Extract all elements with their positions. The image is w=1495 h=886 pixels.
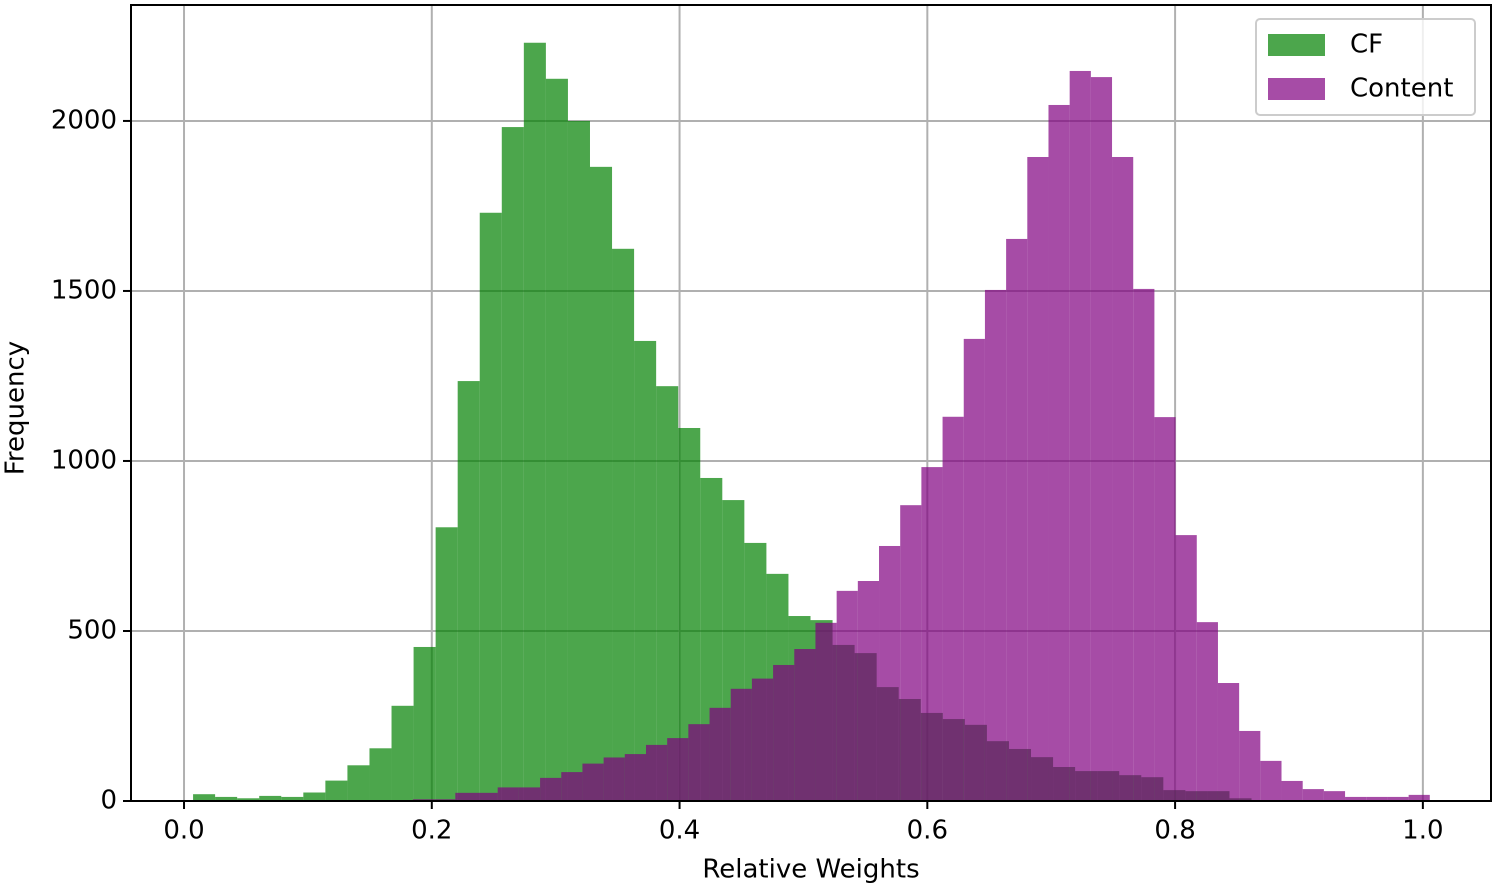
bar [1069,70,1091,802]
bar [476,792,498,801]
bar [1154,417,1176,801]
bars [193,42,1430,802]
x-tick-label: 0.2 [411,816,452,846]
bar [215,796,238,801]
bar [1112,156,1134,801]
legend-swatch [1268,78,1325,100]
bar [1323,791,1346,801]
bar [667,738,689,801]
bar [303,792,326,801]
ticks: 0.0 0.2 0.4 0.6 0.8 1.0 0 500 1000 1500 2000 [51,105,1444,845]
bar [1196,622,1218,801]
bar [413,646,436,801]
bar [457,381,480,801]
bar [523,42,546,801]
y-axis-label: Frequency [1,341,31,475]
bar [645,744,668,801]
x-axis-label: Relative Weights [702,855,919,885]
bar [773,664,795,801]
bar [391,705,414,801]
bar [1366,796,1388,801]
bar [497,787,519,801]
bar [435,527,458,801]
bar [237,798,260,801]
bar [561,772,583,801]
bar [656,386,679,801]
bar [603,757,625,801]
bar [347,765,370,801]
bar [369,748,392,801]
bar [1006,238,1028,802]
bar [518,787,541,801]
legend-label: CF [1350,30,1383,60]
bar [1048,104,1070,802]
bar [1217,683,1240,801]
x-tick-label: 0.8 [1154,816,1195,846]
bar [1175,535,1197,801]
bar [794,649,816,801]
bar [984,289,1007,801]
bar [545,78,568,801]
y-tick-label: 1000 [51,445,117,475]
plot-frame [130,4,1492,802]
x-tick-label: 0.6 [907,816,948,846]
bar [582,763,604,801]
bar [1345,796,1367,801]
bar [612,248,635,802]
bar [900,505,922,801]
bar [688,724,710,801]
bar [1133,288,1155,801]
y-tick-label: 0 [100,786,117,816]
bar [836,590,858,801]
bar [1302,789,1324,801]
bar [567,120,590,802]
bar [751,678,774,801]
bar [709,707,731,801]
bar [942,416,964,801]
bar [1387,796,1409,801]
bar [815,622,837,801]
bar [501,127,524,801]
bar [921,467,943,801]
bar [1090,77,1113,801]
bar [857,581,880,801]
bar [879,545,901,801]
bar [678,427,701,801]
bar [1281,780,1303,801]
bar [589,166,613,802]
bar [325,780,348,801]
x-tick-label: 0.0 [163,816,204,846]
bar [1408,794,1430,801]
legend: CF Content [1255,18,1476,116]
y-tick-label: 500 [67,615,117,645]
bar [1260,760,1282,801]
bar [193,794,216,801]
legend-label: Content [1350,74,1453,104]
bar [624,754,646,801]
legend-swatch [1268,34,1325,56]
bar [634,340,657,801]
y-tick-label: 1500 [51,275,117,305]
bar [540,777,562,801]
x-tick-label: 1.0 [1402,816,1443,846]
bar [455,792,477,801]
bar [479,212,502,801]
y-tick-label: 2000 [51,105,117,135]
bar [1027,156,1049,801]
bar [730,688,752,801]
bar [1239,730,1261,801]
bar [281,796,304,801]
x-tick-label: 0.4 [659,816,700,846]
bar [963,338,985,801]
bar [259,795,282,801]
